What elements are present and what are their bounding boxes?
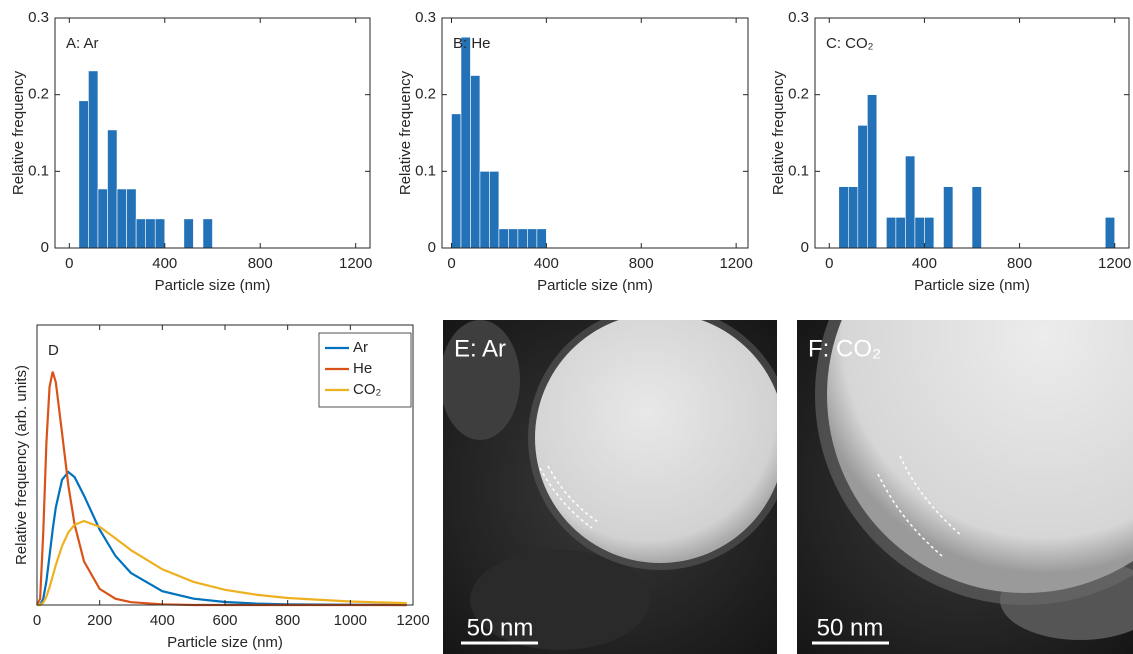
x-tick-label: 1200	[719, 255, 752, 272]
y-axis-label: Relative frequency	[10, 70, 27, 195]
bar	[107, 129, 118, 249]
x-tick-label: 0	[447, 255, 455, 272]
bar	[527, 228, 538, 249]
bar	[183, 218, 194, 249]
bar	[470, 75, 481, 249]
bar	[88, 70, 99, 249]
axes-box	[814, 17, 1130, 249]
y-tick-label: 0.1	[28, 162, 49, 179]
y-tick-label: 0.1	[788, 162, 809, 179]
x-tick-label: 800	[275, 612, 300, 629]
series-line	[36, 470, 407, 607]
y-tick-label: 0	[428, 239, 436, 256]
legend-label: CO₂	[353, 381, 382, 398]
y-axis-label: Relative frequency	[397, 70, 414, 195]
bar	[1104, 217, 1116, 249]
bar	[848, 186, 859, 249]
bar	[508, 228, 519, 249]
x-tick-label: 800	[1007, 255, 1032, 272]
x-tick-label: 400	[534, 255, 559, 272]
panel-title: B: He	[453, 35, 491, 52]
bar	[867, 94, 878, 249]
x-tick-label: 0	[33, 612, 41, 629]
bar	[460, 36, 471, 249]
bar	[97, 188, 108, 249]
bar	[145, 218, 156, 249]
x-tick-label: 600	[212, 612, 237, 629]
bar	[905, 155, 916, 249]
bar	[126, 188, 137, 249]
x-tick-label: 200	[87, 612, 112, 629]
image-label: F: CO₂	[808, 335, 881, 362]
x-tick-label: 800	[629, 255, 654, 272]
x-tick-label: 800	[248, 255, 273, 272]
bar	[135, 218, 146, 249]
y-tick-label: 0.3	[788, 9, 809, 26]
legend-label: He	[353, 360, 372, 377]
bar	[202, 218, 213, 249]
x-axis-label: Particle size (nm)	[155, 277, 271, 294]
bar	[895, 217, 906, 249]
bar	[886, 217, 897, 249]
scale-bar-label: 50 nm	[467, 614, 534, 641]
bar	[116, 188, 127, 249]
series-line	[37, 519, 407, 607]
x-axis-label: Particle size (nm)	[914, 277, 1030, 294]
panel-title: C: CO₂	[826, 35, 874, 52]
panel-title: A: Ar	[66, 35, 99, 52]
x-tick-label: 1200	[1098, 255, 1131, 272]
x-tick-label: 400	[152, 255, 177, 272]
legend-label: Ar	[353, 339, 368, 356]
x-tick-label: 400	[150, 612, 175, 629]
bar	[838, 186, 849, 249]
y-tick-label: 0.3	[415, 9, 436, 26]
micrograph-e: E: Ar 50 nm	[443, 320, 777, 654]
scale-bar-label: 50 nm	[817, 614, 884, 641]
axes-box	[441, 17, 749, 249]
y-tick-label: 0.2	[28, 86, 49, 103]
bar	[971, 186, 982, 249]
y-tick-label: 0.1	[415, 162, 436, 179]
x-tick-label: 1200	[396, 612, 429, 629]
bar	[924, 217, 935, 249]
bar	[479, 171, 490, 249]
x-tick-label: 400	[912, 255, 937, 272]
bar	[78, 100, 89, 249]
bar	[517, 228, 528, 249]
bar	[489, 171, 500, 249]
x-tick-label: 0	[825, 255, 833, 272]
x-tick-label: 0	[65, 255, 73, 272]
panel-title: D	[48, 342, 59, 359]
bar	[857, 125, 868, 249]
y-tick-label: 0	[41, 239, 49, 256]
y-tick-label: 0.2	[415, 86, 436, 103]
x-axis-label: Particle size (nm)	[537, 277, 653, 294]
micrograph-f: F: CO₂ 50 nm	[797, 320, 1133, 654]
bar	[498, 228, 509, 249]
bar	[154, 218, 166, 249]
bar	[943, 186, 954, 249]
x-axis-label: Particle size (nm)	[167, 634, 283, 651]
y-tick-label: 0.2	[788, 86, 809, 103]
bar	[536, 228, 547, 249]
x-tick-label: 1000	[334, 612, 367, 629]
y-axis-label: Relative frequency (arb. units)	[13, 365, 30, 565]
bar	[451, 113, 462, 249]
y-axis-label: Relative frequency	[770, 70, 787, 195]
y-tick-label: 0.3	[28, 9, 49, 26]
axes-box	[54, 17, 371, 249]
bar	[914, 217, 925, 249]
image-label: E: Ar	[454, 335, 506, 362]
x-tick-label: 1200	[339, 255, 372, 272]
y-tick-label: 0	[801, 239, 809, 256]
